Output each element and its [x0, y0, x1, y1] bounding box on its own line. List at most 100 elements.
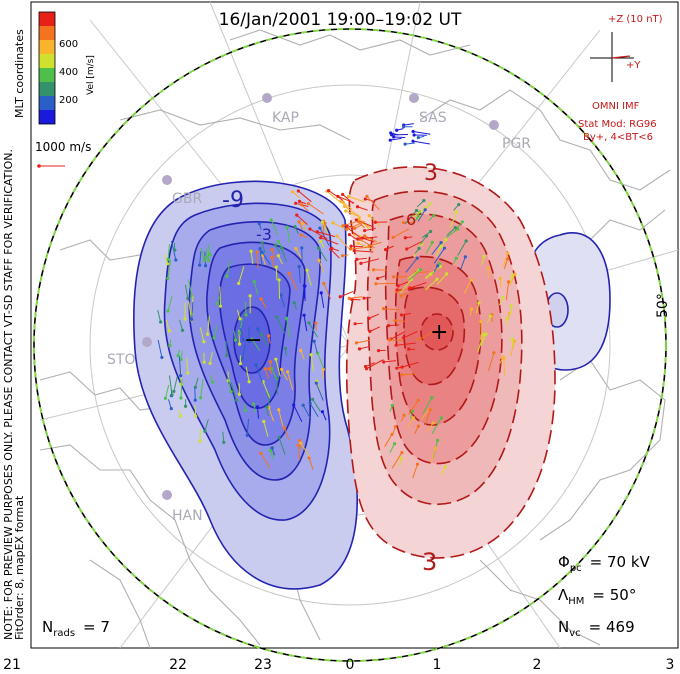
velocity-vector-origin	[298, 438, 302, 443]
velocity-vector-origin	[469, 278, 473, 282]
velocity-vector-origin	[317, 246, 321, 250]
velocity-vector-origin	[509, 304, 513, 308]
velocity-vector-origin	[204, 255, 208, 259]
velocity-vector-origin	[439, 416, 443, 420]
velocity-vector-origin	[416, 424, 421, 428]
mlt-tick: 0	[346, 657, 355, 673]
velocity-vector	[186, 358, 189, 374]
velocity-vector	[463, 279, 472, 294]
velocity-vector	[284, 427, 290, 441]
velocity-vector-origin	[247, 380, 251, 384]
velocity-vector-origin	[240, 357, 244, 361]
velocity-vector-origin	[439, 241, 443, 245]
velocity-vector-origin	[399, 294, 403, 298]
imf-indicator: +Z (10 nT) +Y OMNI IMF Stat Mod: RG96 By…	[578, 14, 663, 143]
velocity-vector-origin	[502, 356, 506, 360]
velocity-vector	[204, 251, 207, 266]
velocity-vector	[276, 316, 286, 334]
colorbar-tick: 600	[59, 39, 78, 50]
velocity-vector-origin	[357, 347, 362, 351]
velocity-vector	[407, 269, 420, 280]
velocity-vector-origin	[331, 221, 335, 225]
velocity-vector-origin	[274, 357, 278, 361]
velocity-vector	[384, 434, 393, 448]
velocity-vector-origin	[374, 282, 378, 286]
svg-text:ΛHM= 50°: ΛHM = 50°	[558, 586, 636, 607]
mlt-tick: 2	[533, 657, 542, 673]
velocity-vector	[480, 321, 483, 341]
station-sto-marker	[142, 337, 152, 347]
velocity-vector-origin	[180, 328, 185, 333]
lambda-hm-value: = 50°	[592, 586, 636, 604]
velocity-vector-origin	[290, 190, 295, 194]
velocity-vector-origin	[395, 366, 399, 370]
velocity-vector-origin	[356, 241, 360, 245]
velocity-vector-origin	[411, 139, 415, 143]
velocity-vector-origin	[438, 264, 443, 269]
velocity-vector	[369, 326, 380, 332]
velocity-vector	[435, 246, 442, 257]
velocity-vector	[194, 405, 197, 417]
velocity-vector-origin	[300, 246, 304, 250]
contour-label: -9	[222, 188, 244, 213]
svg-text:Nvc= 469: Nvc = 469	[558, 618, 635, 639]
velocity-vector	[383, 360, 397, 363]
velocity-vector-origin	[357, 217, 361, 221]
velocity-vector	[199, 251, 202, 266]
velocity-vector	[360, 258, 380, 264]
velocity-vector-origin	[262, 419, 266, 424]
velocity-vector	[409, 269, 421, 281]
velocity-vector-origin	[308, 227, 312, 231]
velocity-vector-origin	[225, 353, 229, 358]
velocity-vector-origin	[321, 367, 325, 372]
velocity-vector-origin	[297, 264, 301, 269]
velocity-vector-origin	[411, 416, 416, 420]
velocity-vector	[357, 242, 374, 250]
velocity-vector	[431, 417, 442, 435]
velocity-vector-origin	[277, 278, 281, 282]
velocity-vector	[256, 252, 259, 269]
velocity-vector-origin	[238, 331, 242, 335]
mlt-tick: 1	[433, 657, 442, 673]
velocity-vector-origin	[166, 276, 170, 280]
velocity-vector-origin	[513, 272, 517, 276]
velocity-vector-origin	[416, 135, 420, 140]
velocity-vector-origin	[401, 220, 406, 225]
velocity-vector	[480, 333, 487, 346]
velocity-vector	[415, 271, 430, 274]
velocity-vector-origin	[285, 225, 289, 229]
velocity-vector-origin	[424, 234, 429, 238]
potential-maximum-marker: +	[430, 320, 448, 345]
velocity-vector	[343, 202, 353, 210]
velocity-vector	[425, 242, 433, 254]
velocity-vector	[344, 205, 360, 217]
velocity-vector-origin	[276, 254, 280, 258]
velocity-vector-origin	[381, 306, 386, 311]
velocity-vector-origin	[179, 373, 183, 378]
velocity-vector	[446, 228, 459, 238]
imf-condition: By+, 4<BT<6	[583, 132, 653, 143]
svg-text:Nrads= 7: Nrads = 7	[42, 618, 110, 639]
velocity-vector-origin	[173, 248, 177, 252]
velocity-vector-origin	[355, 257, 359, 261]
velocity-vector-origin	[319, 291, 323, 295]
velocity-vector-origin	[317, 258, 321, 262]
velocity-vector-origin	[479, 320, 483, 324]
colorbar-tick: 400	[59, 67, 78, 78]
velocity-vector	[408, 399, 419, 415]
velocity-vector-origin	[254, 363, 258, 367]
velocity-vector-origin	[285, 370, 290, 374]
velocity-vector-origin	[443, 465, 447, 469]
velocity-vector-origin	[506, 280, 511, 284]
velocity-vector	[241, 344, 246, 360]
velocity-vector-origin	[354, 341, 359, 345]
velocity-vector-origin	[417, 337, 421, 341]
velocity-vector-origin	[365, 194, 369, 198]
velocity-vector-origin	[268, 448, 272, 453]
velocity-vector	[357, 236, 378, 240]
station-label: STO	[107, 352, 135, 368]
velocity-vector	[179, 320, 184, 331]
velocity-vector-origin	[205, 332, 210, 336]
velocity-vector-origin	[308, 401, 312, 405]
velocity-vector-origin	[506, 257, 510, 261]
